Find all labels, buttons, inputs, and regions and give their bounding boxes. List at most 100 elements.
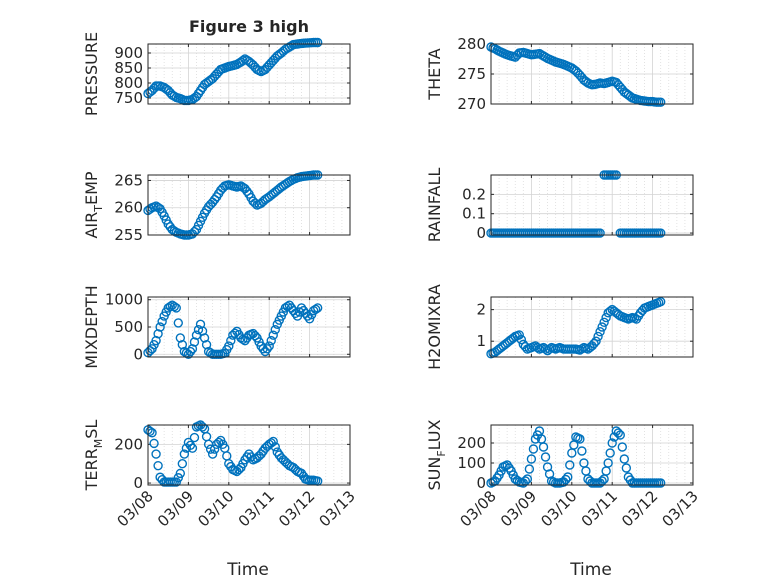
panel-4-axes-box [490,174,694,236]
panel-8-point [524,464,535,474]
panel-5-point [157,316,167,327]
panel-5-point [226,335,236,346]
panel-8-point [613,428,623,438]
panel-7-point [197,422,208,432]
panel-5-point [153,329,163,339]
panel-8-point [561,474,571,485]
panel-8-background [491,425,693,485]
panel-7-y-tick-label: 200 [114,435,143,453]
panel-8-point [522,474,533,484]
panel-5-point [173,318,184,328]
panel-3-y-axis-label: AIRTEMP [82,171,105,238]
panel-5-point [258,344,268,354]
panel-4-background [491,175,693,235]
panel-5-point [197,326,208,336]
panel-8-point [605,448,615,458]
panel-8-y-tick-label: 200 [457,434,486,452]
panel-7-point [149,438,159,449]
panel-5-point [195,319,206,329]
panel-7-y-axis-label: TERRMSL [82,420,105,492]
panel-5-y-axis-label: MIXDEPTH [82,285,101,368]
panel-7-point [173,473,184,483]
panel-6-point [593,331,603,342]
panel-5-y-tick-label: 500 [114,318,143,336]
panel-2-y-tick-label: 280 [457,35,486,53]
panel-7-axes-box [147,424,351,486]
panel-4-y-tick-label: 0.2 [462,185,486,203]
panel-4-y-tick-label: 0.1 [462,205,486,223]
panel-5-point [264,341,274,351]
panel-1-y-tick-label: 850 [114,59,143,77]
panel-6-y-tick-label: 2 [476,301,486,319]
panel-6-point [514,330,524,340]
panel-8-x-tick-label: 03/11 [578,487,621,530]
panel-8-point [538,442,549,452]
panel-6-point [589,338,599,349]
panel-1-title: Figure 3 high [189,17,309,36]
panel-4-y-axis-label: RAINFALL [425,168,444,243]
panel-8-y-tick-label: 100 [457,454,486,472]
panel-8-point [526,454,537,464]
panel-6-point [655,297,666,307]
panel-5-point [177,340,188,350]
panel-5-point [312,303,323,313]
panel-7-point [145,426,155,436]
panel-7-x-axis-label: Time [226,560,269,580]
panel-5-y-tick-label: 0 [133,345,143,363]
panel-7-x-tick-label: 03/09 [154,487,197,530]
panel-2-y-tick-label: 270 [457,95,486,113]
panel-7-x-tick-label: 03/12 [275,487,318,530]
panel-8-point [621,463,632,473]
panel-7-x-tick-label: 03/13 [316,487,359,530]
panel-1-y-axis-label: PRESSURE [82,32,101,116]
panel-8-point [528,444,539,454]
panel-3-y-tick-label: 260 [114,199,143,217]
panel-7-point [207,449,218,459]
panel-6-axes-box [490,296,694,358]
panel-8-point [603,458,613,468]
panel-5-point [169,301,179,312]
panel-5-point [290,308,301,319]
panel-8-x-tick-label: 03/10 [537,487,580,530]
panel-3-background [148,175,350,235]
panel-7-x-tick-label: 03/11 [235,487,278,530]
panel-3-y-tick-label: 265 [114,171,143,189]
panel-7-point [171,477,181,487]
panel-7-point [153,460,163,471]
panel-8-axes-box [490,424,694,486]
panel-2-y-axis-label: THETA [425,48,444,100]
panel-8-x-axis-label: Time [569,560,612,580]
panel-8-point [615,430,625,440]
panel-5-point [155,322,165,332]
panel-8-x-tick-label: 03/13 [659,487,702,530]
panel-2-axes-box [490,43,694,105]
panel-6-y-axis-label: H2OMIXRA [425,284,444,370]
panel-4-y-tick-label: 0 [476,224,486,242]
panel-5-point [230,328,240,338]
panel-7-point [179,449,190,459]
panel-6-point [605,306,615,316]
panel-5-point [175,333,186,343]
panel-4-point [655,228,666,238]
panel-8-point [577,446,587,456]
panel-1-background [148,44,350,104]
panel-2-y-tick-label: 275 [457,65,486,83]
panel-5-point [187,344,198,354]
panel-7-point [270,442,280,452]
panel-3-axes-box [147,174,351,236]
panel-7-point [268,436,278,447]
panel-4-point [595,228,605,238]
panel-7-point [189,432,200,443]
panel-5-point [266,335,276,346]
panel-8-point [655,478,666,488]
panel-5-axes-box [147,296,351,358]
panel-6-point [591,336,601,346]
panel-7-y-tick-label: 0 [133,474,143,492]
panel-8-point [563,472,573,482]
panel-8-point [540,452,551,462]
panel-1-y-tick-label: 750 [114,89,143,107]
panel-8-point [619,454,630,464]
panel-1-point [238,55,248,66]
panel-6-point [597,322,607,332]
